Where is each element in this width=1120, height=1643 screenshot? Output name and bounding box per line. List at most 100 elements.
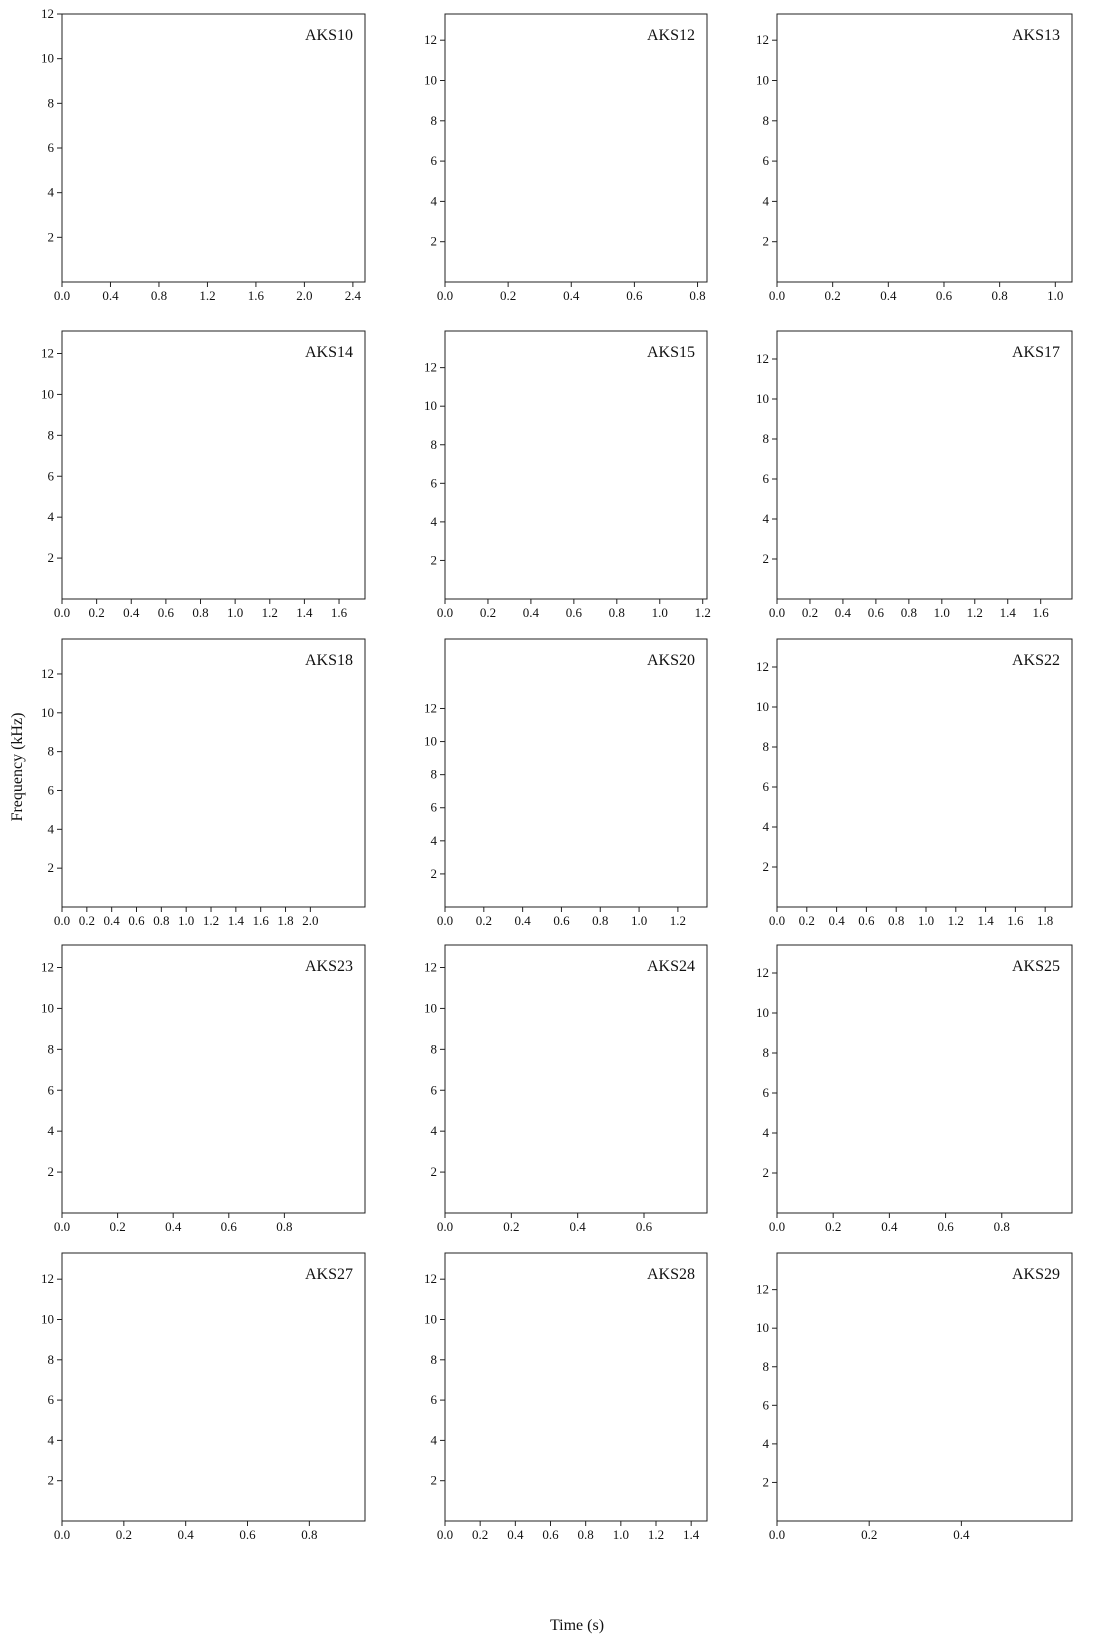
x-axis-label: Time (s) [550, 1617, 604, 1634]
y-tick-label: 2 [431, 1473, 438, 1488]
panel-title: AKS22 [1012, 652, 1060, 669]
panel-title: AKS12 [647, 27, 695, 44]
y-tick-label: 8 [763, 739, 770, 754]
plot-frame [444, 944, 708, 1214]
x-tick-label: 1.2 [199, 288, 215, 303]
y-tick-label: 2 [763, 1474, 770, 1489]
x-tick-label: 1.4 [296, 605, 313, 620]
x-tick-label: 0.0 [54, 288, 70, 303]
x-tick-label: 0.8 [901, 605, 917, 620]
x-tick-label: 1.0 [631, 913, 647, 928]
y-tick-label: 6 [431, 153, 438, 168]
x-tick-label: 1.2 [203, 913, 219, 928]
y-tick-label: 2 [48, 1164, 55, 1179]
y-tick-label: 4 [763, 193, 770, 208]
panel-title: AKS23 [305, 958, 353, 975]
x-tick-label: 1.2 [262, 605, 278, 620]
x-tick-label: 1.8 [1037, 913, 1053, 928]
x-tick-label: 0.6 [553, 913, 570, 928]
x-tick-label: 1.2 [948, 913, 964, 928]
panel-title: AKS17 [1012, 344, 1060, 361]
y-tick-label: 10 [41, 1000, 54, 1015]
x-tick-label: 0.4 [102, 288, 119, 303]
x-tick-label: 0.2 [480, 605, 496, 620]
x-tick-label: 0.0 [437, 913, 453, 928]
y-tick-label: 12 [424, 360, 437, 375]
y-tick-label: 10 [41, 1311, 54, 1326]
x-tick-label: 0.4 [507, 1527, 524, 1542]
y-tick-label: 10 [424, 1311, 437, 1326]
x-tick-label: 1.6 [253, 913, 270, 928]
x-tick-label: 0.4 [828, 913, 845, 928]
plot-frame [444, 638, 708, 908]
y-tick-label: 6 [48, 782, 55, 797]
y-tick-label: 12 [756, 351, 769, 366]
x-tick-label: 0.2 [476, 913, 492, 928]
y-tick-label: 12 [41, 6, 54, 21]
x-tick-label: 0.4 [881, 1219, 898, 1234]
x-tick-label: 0.2 [799, 913, 815, 928]
y-tick-label: 4 [431, 193, 438, 208]
x-tick-label: 0.4 [123, 605, 140, 620]
plot-frame [61, 1252, 366, 1522]
y-tick-label: 12 [41, 666, 54, 681]
y-tick-label: 8 [763, 1359, 770, 1374]
y-tick-label: 4 [48, 509, 55, 524]
y-tick-label: 2 [48, 1473, 55, 1488]
x-tick-label: 0.6 [626, 288, 643, 303]
plot-frame [61, 944, 366, 1214]
y-tick-label: 12 [41, 1271, 54, 1286]
y-tick-label: 8 [431, 113, 438, 128]
y-tick-label: 10 [756, 391, 769, 406]
x-tick-label: 0.0 [54, 605, 70, 620]
y-tick-label: 2 [48, 860, 55, 875]
panel-title: AKS25 [1012, 958, 1060, 975]
x-tick-label: 0.2 [79, 913, 95, 928]
y-tick-label: 12 [756, 1282, 769, 1297]
x-tick-label: 1.4 [683, 1527, 700, 1542]
x-tick-label: 1.8 [277, 913, 293, 928]
x-tick-label: 2.0 [296, 288, 312, 303]
plot-frame [776, 330, 1073, 600]
x-tick-label: 0.8 [153, 913, 169, 928]
y-tick-label: 6 [48, 468, 55, 483]
x-tick-label: 0.6 [636, 1219, 653, 1234]
y-tick-label: 12 [424, 700, 437, 715]
x-tick-label: 0.2 [825, 1219, 841, 1234]
x-tick-label: 0.8 [592, 913, 608, 928]
x-tick-label: 0.2 [500, 288, 516, 303]
y-tick-label: 4 [763, 819, 770, 834]
x-tick-label: 0.4 [515, 913, 532, 928]
x-tick-label: 0.8 [992, 288, 1008, 303]
plot-frame [61, 13, 366, 283]
panel-title: AKS14 [305, 344, 353, 361]
y-tick-label: 2 [48, 550, 55, 565]
x-tick-label: 0.6 [128, 913, 145, 928]
x-tick-label: 2.4 [345, 288, 362, 303]
x-tick-label: 0.4 [835, 605, 852, 620]
y-tick-label: 8 [431, 437, 438, 452]
x-tick-label: 0.2 [472, 1527, 488, 1542]
x-tick-label: 0.0 [769, 1219, 785, 1234]
x-tick-label: 0.2 [109, 1219, 125, 1234]
x-tick-label: 0.4 [570, 1219, 587, 1234]
x-tick-label: 0.6 [239, 1527, 256, 1542]
y-tick-label: 10 [41, 51, 54, 66]
x-tick-label: 0.6 [868, 605, 885, 620]
x-tick-label: 0.6 [158, 605, 175, 620]
x-tick-label: 1.0 [613, 1527, 629, 1542]
x-tick-label: 0.4 [523, 605, 540, 620]
x-tick-label: 0.0 [437, 1219, 453, 1234]
y-tick-label: 4 [431, 1432, 438, 1447]
panel-title: AKS13 [1012, 27, 1060, 44]
x-tick-label: 0.0 [54, 1219, 70, 1234]
y-tick-label: 12 [756, 659, 769, 674]
y-tick-label: 4 [48, 1432, 55, 1447]
x-tick-label: 0.0 [769, 1527, 785, 1542]
y-tick-label: 10 [756, 1320, 769, 1335]
y-tick-label: 12 [424, 1271, 437, 1286]
y-tick-label: 10 [424, 398, 437, 413]
panel-title: AKS20 [647, 652, 695, 669]
panel-title: AKS15 [647, 344, 695, 361]
